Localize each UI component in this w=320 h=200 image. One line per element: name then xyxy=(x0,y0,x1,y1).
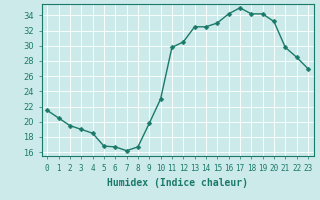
X-axis label: Humidex (Indice chaleur): Humidex (Indice chaleur) xyxy=(107,178,248,188)
